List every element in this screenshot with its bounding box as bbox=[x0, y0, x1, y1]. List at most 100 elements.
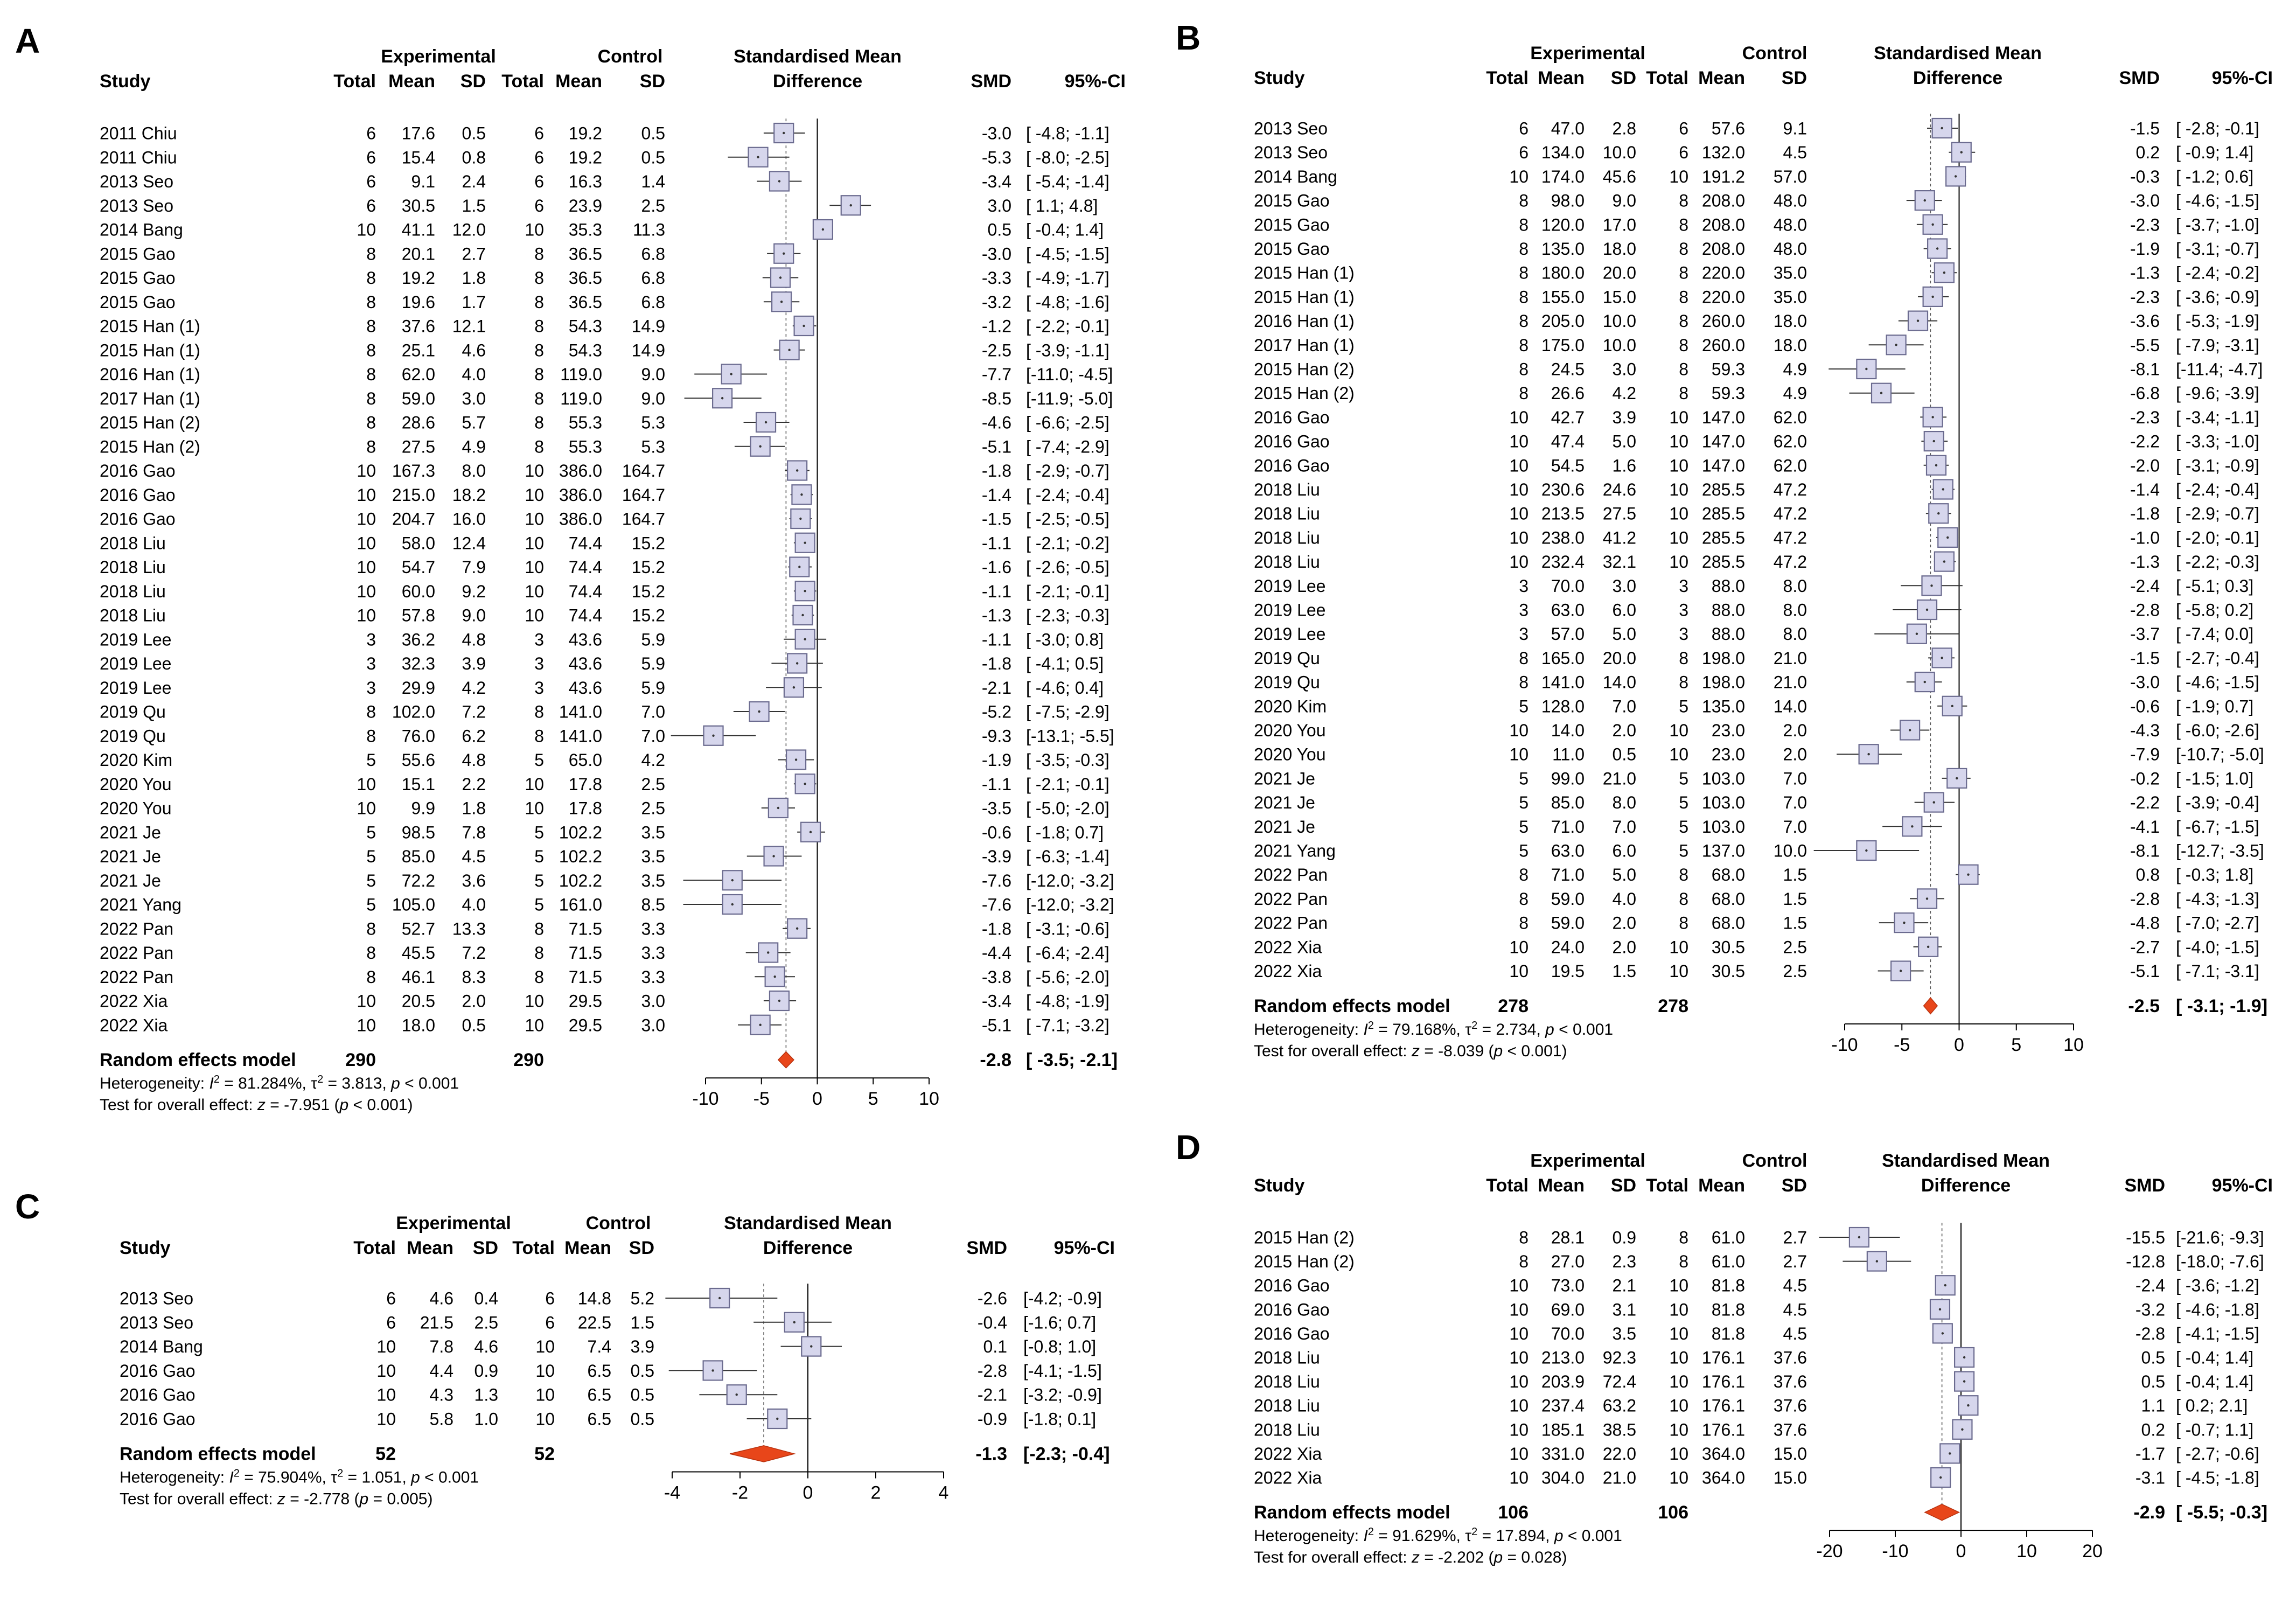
ci-value: [-18.0; -7.6] bbox=[2176, 1252, 2264, 1271]
ctrl-sd: 35.0 bbox=[1774, 287, 1807, 306]
point-estimate-dot bbox=[731, 903, 734, 906]
ci-value: [ -7.5; -2.9] bbox=[1026, 702, 1109, 722]
ci-value: [ -5.6; -2.0] bbox=[1026, 967, 1109, 987]
exp-mean: 19.5 bbox=[1551, 961, 1585, 981]
point-estimate-dot bbox=[1939, 1476, 1942, 1479]
study-row: 2016 Gao 10 54.5 1.6 10 147.0 62.0 -2.0 [ -3.1; … bbox=[1254, 455, 2259, 476]
exp-sd: 16.0 bbox=[452, 510, 486, 529]
study-name: 2019 Qu bbox=[100, 726, 166, 745]
ci-value: [-12.0; -3.2] bbox=[1026, 895, 1114, 915]
smd-value: -0.2 bbox=[2130, 769, 2160, 788]
study-row: 2013 Seo 6 9.1 2.4 6 16.3 1.4 -3.4 [ -5.4; -1.4] bbox=[100, 171, 1109, 192]
ctrl-sd: 15.2 bbox=[632, 557, 665, 577]
overall-effect-test: Test for overall effect: z = -8.039 (p <… bbox=[1254, 1042, 1567, 1060]
exp-sd: 21.0 bbox=[1603, 769, 1636, 788]
exp-total: 8 bbox=[1519, 865, 1529, 884]
exp-total: 3 bbox=[1519, 624, 1529, 644]
ci-value: [ -2.1; -0.1] bbox=[1026, 775, 1109, 794]
smd-value: -3.9 bbox=[982, 847, 1011, 866]
ctrl-sd: 37.6 bbox=[1774, 1420, 1807, 1439]
point-estimate-dot bbox=[798, 566, 801, 568]
exp-sd: 2.8 bbox=[1613, 119, 1636, 138]
exp-total: 8 bbox=[1519, 263, 1529, 283]
exp-total: 8 bbox=[366, 413, 376, 433]
ctrl-mean: 88.0 bbox=[1712, 601, 1745, 620]
ctrl-total: 10 bbox=[1669, 937, 1688, 957]
study-row: 2016 Gao 10 204.7 16.0 10 386.0 164.7 -1.5 [ -2.… bbox=[100, 508, 1109, 529]
smd-value: -1.1 bbox=[982, 582, 1011, 601]
ci-value: [-11.9; -5.0] bbox=[1026, 389, 1113, 408]
x-tick-label: -10 bbox=[1882, 1541, 1908, 1562]
ctrl-total: 8 bbox=[534, 292, 544, 312]
ctrl-sd-header: SD bbox=[640, 71, 665, 92]
study-row: 2018 Liu 10 57.8 9.0 10 74.4 15.2 -1.3 [ -2.3; -… bbox=[100, 604, 1109, 626]
ctrl-mean: 6.5 bbox=[588, 1361, 611, 1381]
study-name: 2016 Gao bbox=[1254, 1300, 1330, 1319]
ctrl-mean: 65.0 bbox=[569, 750, 602, 770]
exp-total: 10 bbox=[1509, 1372, 1529, 1391]
study-row: 2022 Xia 10 19.5 1.5 10 30.5 2.5 -5.1 [ -7.1; -3… bbox=[1254, 960, 2259, 981]
ctrl-mean: 74.4 bbox=[569, 606, 602, 625]
study-row: 2020 Kim 5 128.0 7.0 5 135.0 14.0 -0.6 [ -1.9; 0… bbox=[1254, 695, 2253, 716]
ctrl-total-pooled: 290 bbox=[513, 1050, 544, 1070]
ci-value: [ -0.9; 1.4] bbox=[2176, 143, 2253, 162]
exp-mean: 238.0 bbox=[1541, 528, 1585, 547]
exp-total: 10 bbox=[1509, 504, 1529, 524]
exp-sd: 20.0 bbox=[1603, 649, 1636, 668]
random-effects-label: Random effects model bbox=[1254, 1502, 1450, 1523]
smd-value: -2.4 bbox=[2136, 1276, 2165, 1295]
exp-total: 10 bbox=[1509, 432, 1529, 451]
ctrl-mean: 103.0 bbox=[1702, 769, 1745, 788]
experimental-group-header: Experimental bbox=[381, 46, 496, 67]
experimental-group-header: Experimental bbox=[396, 1213, 511, 1233]
summary-row: Random effects model 278 278 -2.5 [ -3.1; -1… bbox=[1254, 996, 2267, 1016]
smd-column-header: SMD bbox=[971, 71, 1011, 92]
exp-total: 3 bbox=[1519, 576, 1529, 596]
exp-sd: 12.4 bbox=[452, 533, 486, 553]
exp-mean: 5.8 bbox=[430, 1410, 453, 1429]
study-row: 2015 Han (2) 8 24.5 3.0 8 59.3 4.9 -8.1 [-11.4; … bbox=[1254, 358, 2263, 380]
exp-sd: 18.2 bbox=[452, 485, 486, 505]
ci-value: [ -2.8; -0.1] bbox=[2176, 119, 2259, 138]
ctrl-total: 5 bbox=[1679, 817, 1688, 837]
ctrl-sd: 62.0 bbox=[1774, 432, 1807, 451]
study-name: 2014 Bang bbox=[120, 1337, 203, 1356]
point-estimate-dot bbox=[1908, 729, 1911, 731]
ctrl-mean: 30.5 bbox=[1712, 937, 1745, 957]
smd-plot-title: Standardised Mean bbox=[724, 1213, 892, 1233]
x-tick-label: 10 bbox=[919, 1089, 939, 1109]
exp-mean: 304.0 bbox=[1541, 1468, 1585, 1488]
ci-value: [-1.6; 0.7] bbox=[1023, 1313, 1096, 1332]
exp-mean: 72.2 bbox=[402, 871, 435, 890]
ctrl-sd: 4.9 bbox=[1783, 360, 1807, 379]
point-estimate-dot bbox=[1954, 175, 1957, 178]
ctrl-total: 3 bbox=[534, 630, 544, 649]
ci-value: [ -2.5; -0.5] bbox=[1026, 510, 1109, 529]
exp-sd: 2.0 bbox=[1613, 937, 1636, 957]
exp-total: 6 bbox=[366, 172, 376, 191]
study-name: 2015 Han (2) bbox=[1254, 1252, 1355, 1271]
ctrl-total: 8 bbox=[1679, 263, 1688, 283]
exp-sd: 0.5 bbox=[462, 124, 486, 143]
exp-total: 8 bbox=[1519, 215, 1529, 234]
smd-column-header: SMD bbox=[966, 1238, 1007, 1258]
exp-mean: 28.6 bbox=[402, 413, 435, 433]
exp-total: 8 bbox=[1519, 287, 1529, 306]
pooled-diamond bbox=[777, 1051, 794, 1069]
point-estimate-dot bbox=[711, 1369, 714, 1372]
ctrl-sd: 48.0 bbox=[1774, 191, 1807, 211]
ci-value: [-12.0; -3.2] bbox=[1026, 871, 1114, 890]
exp-mean: 85.0 bbox=[1551, 793, 1585, 812]
point-estimate-dot bbox=[849, 204, 852, 207]
exp-sd: 2.7 bbox=[462, 244, 486, 263]
point-estimate-dot bbox=[1941, 127, 1943, 130]
overall-effect-test: Test for overall effect: z = -2.202 (p =… bbox=[1254, 1549, 1567, 1566]
exp-sd: 6.0 bbox=[1613, 601, 1636, 620]
exp-sd: 4.5 bbox=[462, 847, 486, 866]
point-estimate-dot bbox=[767, 951, 770, 954]
smd-value: -2.8 bbox=[2136, 1324, 2165, 1343]
exp-mean: 28.1 bbox=[1551, 1228, 1585, 1247]
point-estimate-dot bbox=[1880, 392, 1883, 394]
point-estimate-dot bbox=[795, 927, 799, 930]
ctrl-sd: 2.5 bbox=[1783, 961, 1807, 981]
